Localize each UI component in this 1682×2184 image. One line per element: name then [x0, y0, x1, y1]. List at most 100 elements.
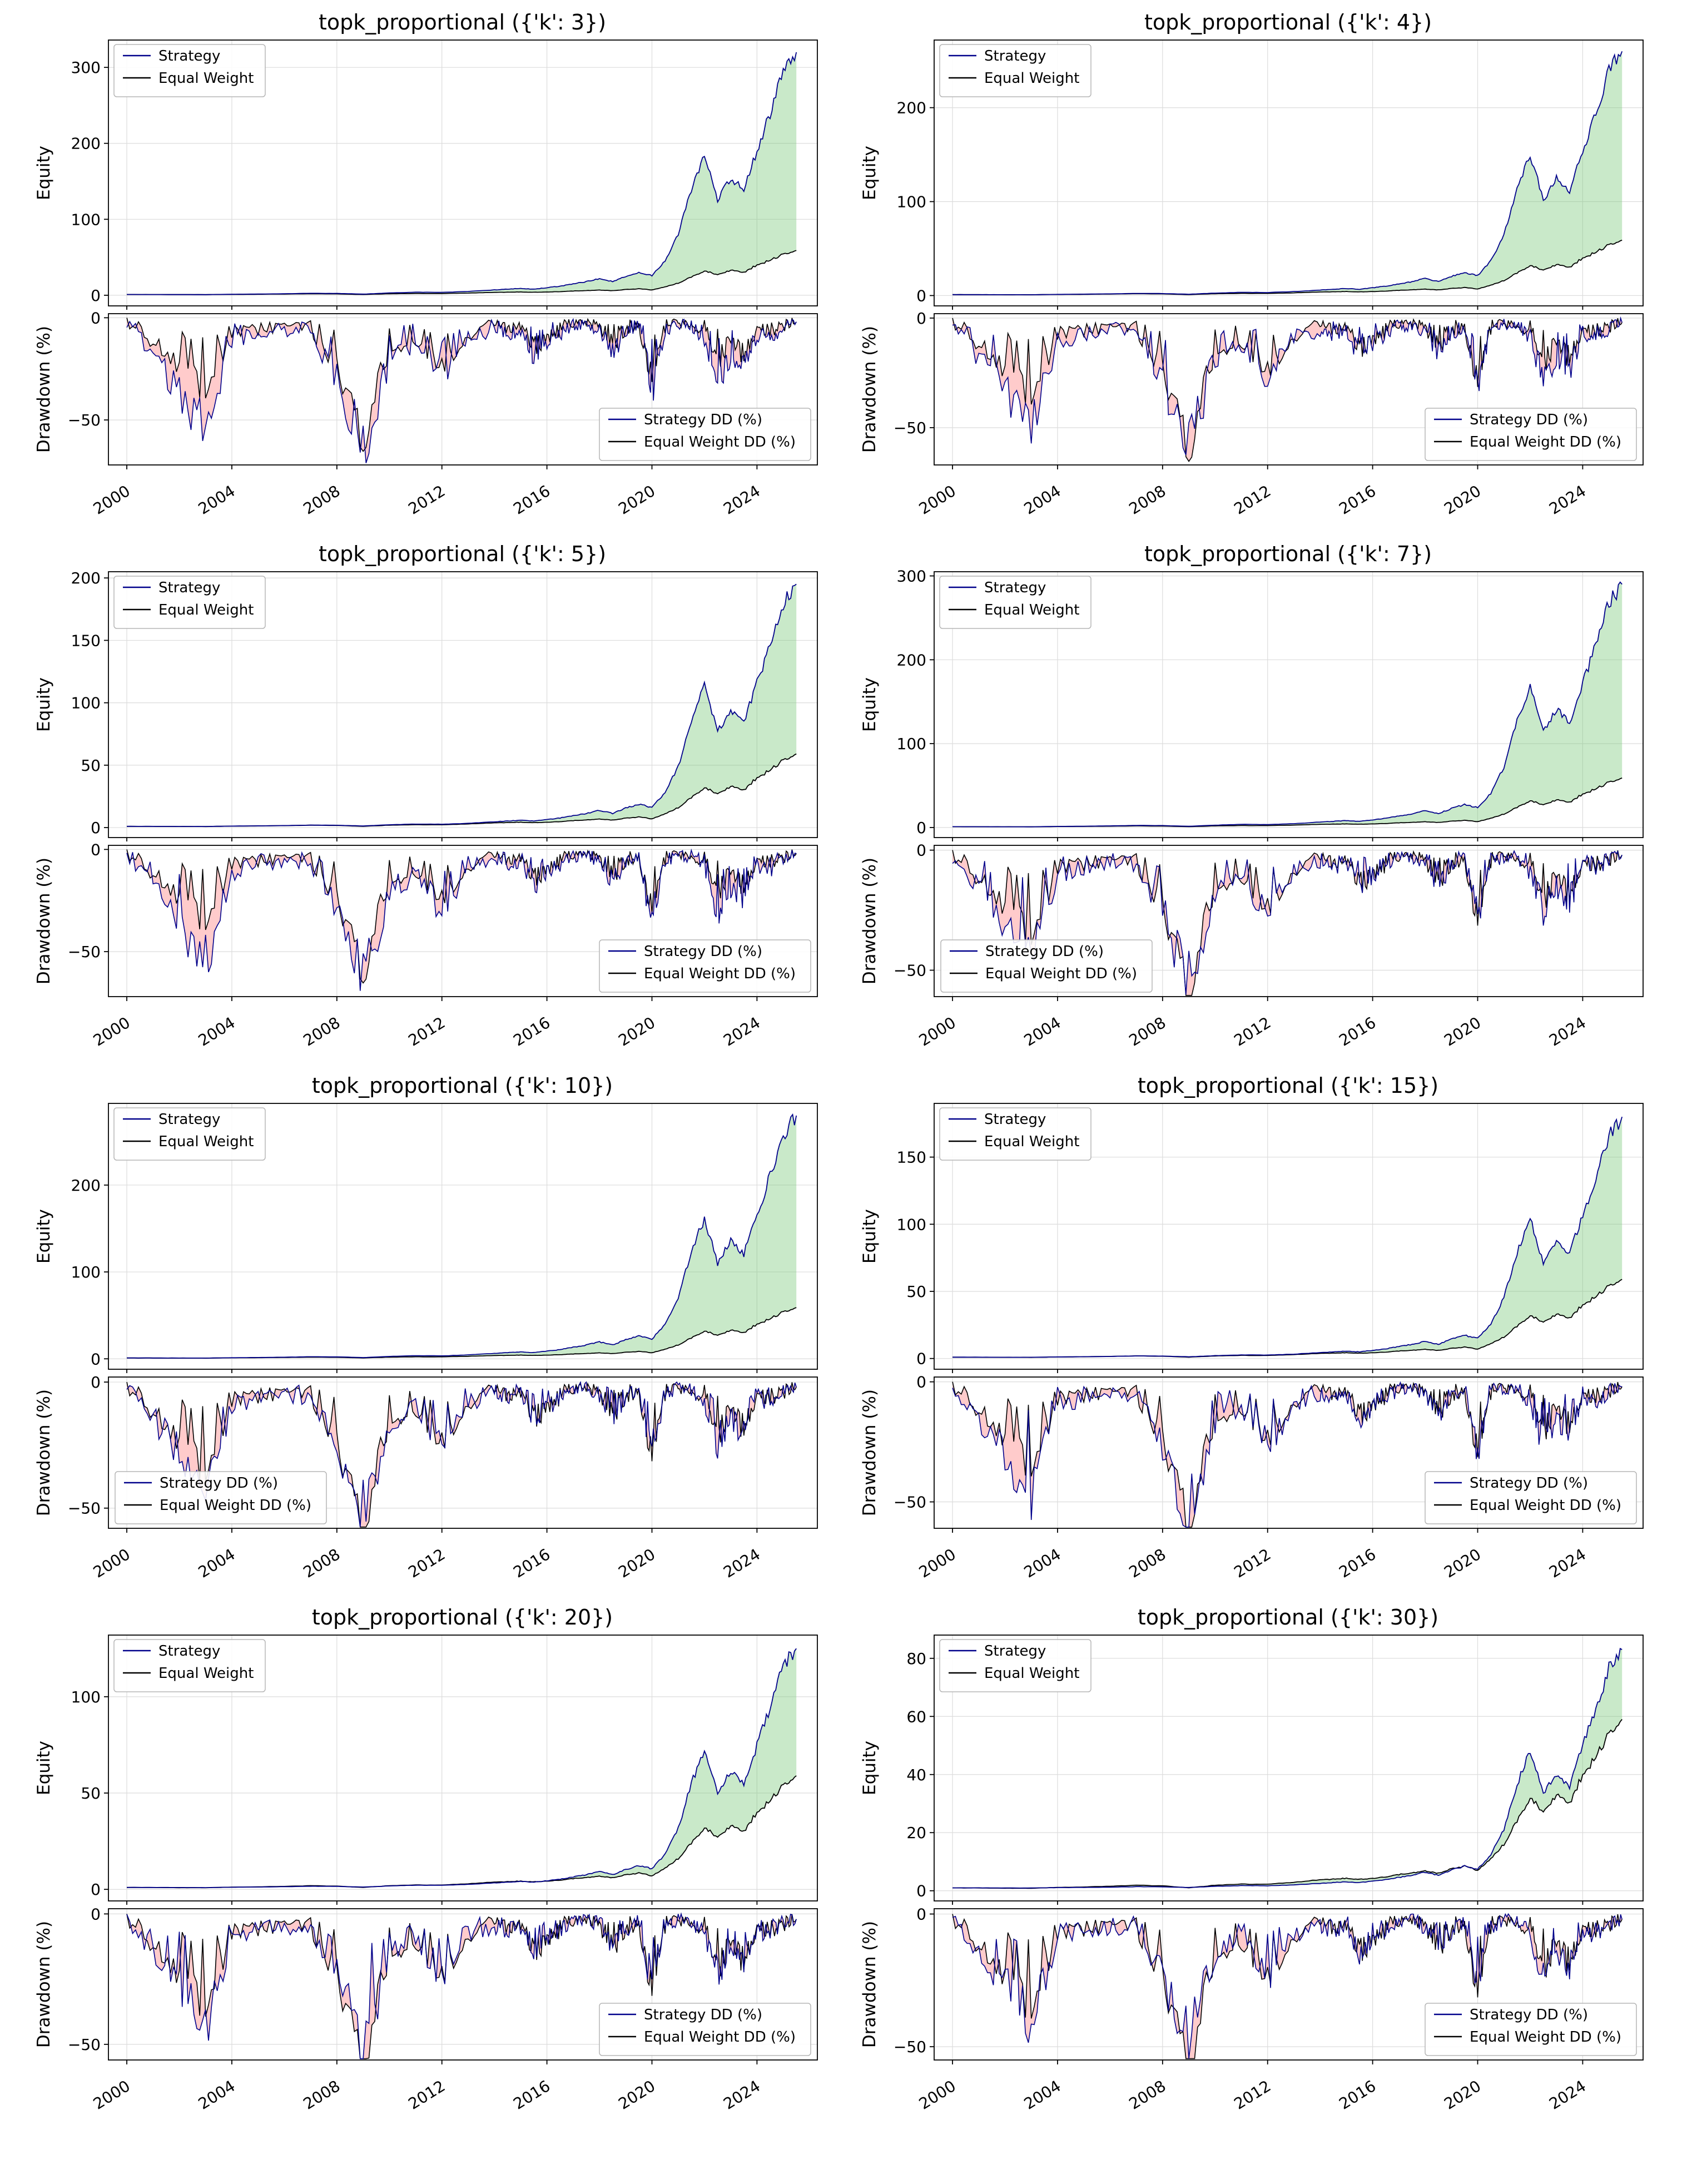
equity-legend: Strategy Equal Weight	[939, 576, 1091, 629]
x-tick-label: 2016	[510, 1013, 553, 1050]
equity-ylabel: Equity	[860, 677, 880, 732]
chart-panel-k0: topk_proportional ({'k': 3}) 0 100 200 300 Eq…	[25, 8, 834, 527]
equity-spines	[934, 1103, 1644, 1370]
dd-ytick-label: 0	[91, 1905, 101, 1923]
strategy-dd-line	[126, 1380, 797, 1527]
equity-ytick-label: 0	[916, 819, 926, 837]
dd-fill-area	[127, 849, 797, 991]
x-tick-label: 2020	[1441, 1013, 1484, 1050]
legend-box	[939, 1107, 1091, 1161]
dd-spines	[934, 845, 1644, 997]
x-tick-label: 2024	[720, 1545, 763, 1582]
strategy-equity-line	[127, 52, 797, 295]
equity-spines	[108, 39, 818, 306]
x-tick-label: 2012	[1231, 1545, 1274, 1582]
x-tick-label: 2008	[1126, 2077, 1169, 2113]
x-tick-label: 2024	[1546, 2077, 1589, 2113]
x-tick-label: 2000	[916, 1545, 959, 1582]
dd-spines	[934, 313, 1644, 465]
equity-spines	[934, 571, 1644, 838]
legend-label: Equal Weight	[158, 602, 254, 618]
equity-ylabel: Equity	[860, 1741, 880, 1795]
dd-ytick-label: −50	[894, 1493, 926, 1512]
chart-panel-k1: topk_proportional ({'k': 4}) 0 100 200 Equit…	[851, 8, 1660, 527]
legend-box	[113, 576, 266, 629]
dd-ytick-label: −50	[894, 962, 926, 980]
dd-legend: Strategy DD (%) Equal Weight DD (%)	[1425, 2003, 1637, 2056]
chart-panel-k7: topk_proportional ({'k': 30}) 0 20 40 60 80 Eq…	[851, 1603, 1660, 2122]
dd-ytick-label: −50	[894, 419, 926, 437]
x-tick-label: 2012	[1231, 2077, 1274, 2113]
x-tick-label: 2024	[1546, 1545, 1589, 1582]
equity-ytick-label: 100	[71, 1688, 101, 1706]
dd-fill-area	[127, 1914, 797, 2059]
equity-grid-lines	[934, 1103, 1643, 1369]
equity-ytick-label: 300	[897, 567, 926, 586]
equity-legend: Strategy Equal Weight	[113, 1107, 266, 1161]
equity-subplot: 0 100 200 Equity Strategy Equal Weight	[34, 1103, 818, 1373]
legend-label: Equal Weight DD (%)	[1470, 1497, 1621, 1514]
equity-ytick-label: 60	[906, 1707, 926, 1726]
x-tick-label: 2004	[1021, 1545, 1064, 1582]
equity-ytick-label: 0	[91, 1350, 101, 1368]
dd-spines	[934, 1376, 1644, 1529]
legend-box	[940, 939, 1153, 993]
equity-ylabel: Equity	[34, 677, 54, 732]
x-tick-label: 2004	[1021, 1013, 1064, 1050]
x-tick-label: 2000	[916, 482, 959, 518]
panel-title: topk_proportional ({'k': 15})	[1137, 1073, 1439, 1098]
equity-ytick-label: 0	[91, 819, 101, 837]
x-tick-label: 2020	[615, 1545, 658, 1582]
equity-legend: Strategy Equal Weight	[113, 1639, 266, 1692]
chart-panel-k3: topk_proportional ({'k': 7}) 0 100 200 300 Eq…	[851, 539, 1660, 1059]
legend-label: Strategy DD (%)	[1470, 2007, 1588, 2023]
equity-ytick-label: 50	[81, 756, 101, 775]
dd-ylabel: Drawdown (%)	[34, 858, 54, 984]
panel-figure: 0 100 200 300 Equity Strategy Equal Weight 2000…	[860, 567, 1644, 1050]
equity-subplot: 0 50 100 150 200 Equity Strategy Equal Weight	[34, 569, 818, 841]
dd-ticks	[104, 317, 758, 469]
x-tick-label: 2016	[1336, 1013, 1379, 1050]
x-tick-label: 2004	[195, 1545, 239, 1582]
dd-ytick-label: −50	[68, 1499, 101, 1518]
drawdown-subplot: 2000 2004 2008 2012 2016 2020 2024 0 −50 Drawdown…	[860, 1373, 1644, 1582]
legend-label: Equal Weight	[158, 1133, 254, 1150]
equity-ytick-label: 80	[906, 1650, 926, 1668]
equity-legend: Strategy Equal Weight	[113, 44, 266, 97]
legend-label: Equal Weight	[158, 1665, 254, 1682]
dd-ylabel: Drawdown (%)	[860, 1389, 880, 1516]
equity-ytick-label: 0	[916, 1350, 926, 1368]
x-tick-label: 2008	[1126, 482, 1169, 518]
dd-fill-area	[952, 1914, 1623, 2059]
legend-label: Equal Weight DD (%)	[644, 965, 796, 982]
equity-ytick-label: 200	[897, 651, 926, 669]
x-tick-label: 2024	[1546, 482, 1589, 518]
equity-spines	[934, 39, 1644, 306]
legend-label: Strategy	[984, 1643, 1046, 1660]
x-tick-label: 2000	[90, 482, 133, 518]
x-tick-label: 2004	[195, 1013, 239, 1050]
equity-ticks	[104, 1696, 758, 1905]
strategy-equity-line	[127, 1113, 797, 1359]
x-tick-label: 2012	[405, 482, 449, 518]
panel-title: topk_proportional ({'k': 7})	[1144, 542, 1432, 566]
dd-ytick-label: 0	[91, 309, 101, 327]
equity-ylabel: Equity	[34, 1209, 54, 1264]
dd-legend: Strategy DD (%) Equal Weight DD (%)	[599, 939, 811, 993]
x-tick-label: 2012	[1231, 482, 1274, 518]
equity-ytick-label: 100	[897, 193, 926, 211]
dd-legend: Strategy DD (%) Equal Weight DD (%)	[1425, 1471, 1637, 1524]
panel-figure: 0 100 200 300 Equity Strategy Equal Weight 2000…	[34, 39, 818, 518]
equity-ytick-label: 200	[897, 99, 926, 117]
equity-ticks	[104, 1184, 758, 1373]
legend-label: Strategy DD (%)	[1470, 412, 1588, 428]
x-tick-label: 2024	[720, 1013, 763, 1050]
equity-ytick-label: 100	[71, 694, 101, 712]
dd-spines	[934, 1908, 1644, 2061]
equity-spines	[934, 1635, 1644, 1901]
dd-ticks	[930, 1381, 1584, 1533]
x-tick-label: 2004	[195, 2077, 239, 2113]
x-tick-label: 2020	[615, 482, 658, 518]
